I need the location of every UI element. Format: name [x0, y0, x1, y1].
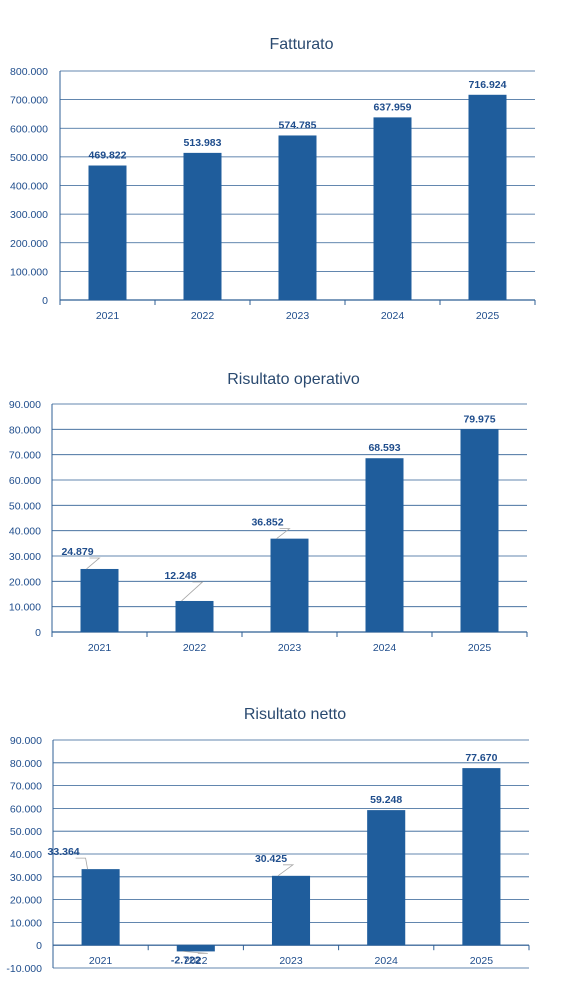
bar [271, 875, 311, 946]
data-label: 30.425 [255, 853, 287, 865]
y-tick-label: 80.000 [9, 424, 41, 436]
bar [460, 429, 499, 632]
category-label: 2023 [279, 955, 303, 967]
leader-line [75, 857, 88, 870]
y-tick-label: 200.000 [10, 238, 48, 250]
y-tick-label: 0 [42, 295, 48, 307]
bar [367, 810, 406, 946]
data-label: -2.722 [171, 954, 201, 966]
leader-line [86, 557, 101, 570]
y-tick-label: 40.000 [9, 526, 41, 538]
bar [278, 135, 317, 300]
chart-title: Fatturato [269, 36, 333, 53]
data-label: 574.785 [279, 119, 317, 131]
y-tick-label: 30.000 [9, 551, 41, 563]
data-label: 33.364 [48, 846, 80, 858]
y-tick-label: 70.000 [9, 450, 41, 462]
chart-fatturato: Fatturato 0 100.000 200.000 300.000 400.000 50… [10, 36, 536, 322]
y-tick-label: 90.000 [10, 735, 42, 747]
bar [373, 117, 412, 300]
data-label: 68.593 [368, 442, 400, 454]
chart-title: Risultato operativo [227, 371, 360, 388]
y-tick-label: 100.000 [10, 266, 48, 278]
data-label: 59.248 [370, 794, 402, 806]
y-tick-label: 20.000 [9, 576, 41, 588]
data-label: 12.248 [164, 570, 196, 582]
category-label: 2025 [468, 642, 492, 654]
data-label: 24.879 [61, 546, 93, 558]
data-label: 79.975 [463, 413, 495, 425]
bar [88, 165, 127, 300]
leader-line [276, 528, 291, 539]
y-tick-label: 60.000 [10, 803, 42, 815]
data-label: 716.924 [469, 79, 507, 91]
y-tick-label: 90.000 [9, 399, 41, 411]
y-tick-label: 70.000 [10, 781, 42, 793]
leader-line [277, 864, 295, 877]
bar [462, 768, 501, 946]
bar [81, 869, 120, 946]
category-label: 2023 [286, 310, 310, 322]
bar [468, 94, 507, 300]
category-label: 2021 [89, 955, 113, 967]
category-label: 2025 [476, 310, 500, 322]
y-tick-label: 60.000 [9, 475, 41, 487]
chart-title: Risultato netto [244, 706, 346, 723]
chart-risultato-netto: Risultato netto -10.000 0 10.000 20.000 30.00… [6, 706, 530, 975]
bar [175, 600, 214, 632]
y-tick-label: 50.000 [10, 826, 42, 838]
y-tick-label: 800.000 [10, 66, 48, 78]
leader-line [181, 581, 204, 602]
y-tick-label: 80.000 [10, 758, 42, 770]
category-label: 2022 [183, 642, 207, 654]
y-tick-label: 20.000 [10, 895, 42, 907]
data-label: 637.959 [374, 101, 412, 113]
data-label: 36.852 [251, 517, 283, 529]
y-tick-label: 400.000 [10, 181, 48, 193]
category-label: 2025 [470, 955, 494, 967]
y-tick-label: 700.000 [10, 95, 48, 107]
y-tick-label: -10.000 [6, 963, 42, 975]
data-label: 513.983 [184, 137, 222, 149]
y-tick-label: 10.000 [10, 917, 42, 929]
category-label: 2024 [375, 955, 399, 967]
bar [270, 538, 309, 632]
category-label: 2023 [278, 642, 302, 654]
y-tick-label: 600.000 [10, 123, 48, 135]
y-tick-label: 500.000 [10, 152, 48, 164]
bar [365, 458, 404, 632]
y-tick-label: 0 [36, 940, 42, 952]
category-label: 2022 [191, 310, 215, 322]
data-label: 77.670 [465, 752, 497, 764]
category-label: 2022 [184, 955, 208, 967]
data-label: 469.822 [89, 150, 127, 162]
leader-line [182, 951, 208, 954]
bar [80, 568, 119, 632]
y-tick-label: 50.000 [9, 500, 41, 512]
y-tick-label: 10.000 [9, 602, 41, 614]
chart-risultato-operativo: Risultato operativo 0 10.000 20.000 30.000 40… [9, 371, 528, 654]
category-label: 2024 [381, 310, 405, 322]
y-tick-label: 0 [35, 627, 41, 639]
y-tick-label: 30.000 [10, 872, 42, 884]
bar [176, 945, 215, 952]
category-label: 2021 [88, 642, 112, 654]
category-label: 2021 [96, 310, 120, 322]
bar [183, 152, 222, 300]
category-label: 2024 [373, 642, 397, 654]
y-tick-label: 40.000 [10, 849, 42, 861]
y-tick-label: 300.000 [10, 209, 48, 221]
